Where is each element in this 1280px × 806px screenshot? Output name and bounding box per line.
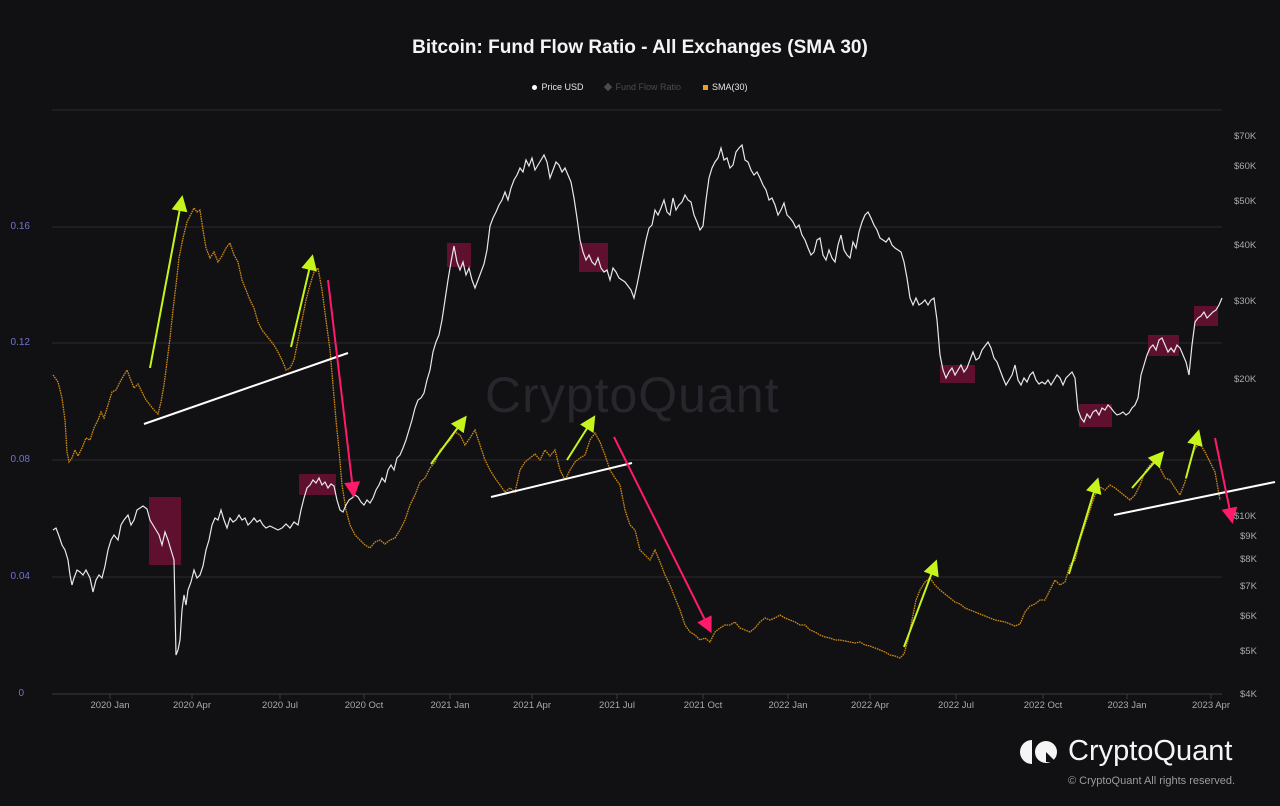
x-tick: 2021 Oct bbox=[683, 700, 723, 711]
x-tick: 2021 Jul bbox=[599, 700, 635, 711]
y-right-tick: $4K bbox=[1240, 689, 1257, 700]
x-tick: 2022 Apr bbox=[850, 700, 890, 711]
y-right-tick: $50K bbox=[1234, 196, 1257, 207]
brand-logo: CryptoQuant bbox=[1018, 735, 1232, 768]
y-right-tick: $70K bbox=[1234, 131, 1257, 142]
legend-item-fund-flow-ratio[interactable]: Fund Flow Ratio bbox=[604, 82, 682, 92]
circle-marker-icon bbox=[532, 84, 538, 90]
square-marker-icon bbox=[703, 84, 709, 90]
legend-item-sma30[interactable]: SMA(30) bbox=[703, 82, 748, 92]
copyright: © CryptoQuant All rights reserved. bbox=[1068, 775, 1236, 787]
y-right-tick: $30K bbox=[1234, 296, 1257, 307]
y-right-tick: $10K bbox=[1234, 511, 1257, 522]
x-tick: 2021 Jan bbox=[430, 700, 470, 711]
x-tick: 2022 Oct bbox=[1023, 700, 1063, 711]
x-tick: 2023 Jan bbox=[1107, 700, 1147, 711]
legend-label: SMA(30) bbox=[712, 82, 748, 92]
x-tick: 2021 Apr bbox=[512, 700, 552, 711]
y-right-tick: $60K bbox=[1234, 161, 1257, 172]
legend-label: Price USD bbox=[541, 82, 584, 92]
x-tick: 2020 Jan bbox=[90, 700, 130, 711]
legend-label: Fund Flow Ratio bbox=[615, 82, 682, 92]
brand-name: CryptoQuant bbox=[1068, 735, 1233, 767]
green-arrows bbox=[149, 195, 1203, 648]
y-right-tick: $6K bbox=[1240, 611, 1257, 622]
y-right-tick: $8K bbox=[1240, 554, 1257, 565]
price-line bbox=[52, 143, 1223, 656]
gridlines bbox=[52, 109, 1222, 695]
y-right-tick: $20K bbox=[1234, 374, 1257, 385]
y-left-tick: 0.12 bbox=[10, 337, 30, 348]
y-right-tick: $5K bbox=[1240, 646, 1257, 657]
x-tick: 2022 Jan bbox=[768, 700, 808, 711]
x-tick: 2020 Apr bbox=[172, 700, 212, 711]
x-tick-marks bbox=[109, 694, 1212, 699]
highlight-boxes bbox=[149, 243, 1218, 565]
legend-item-price[interactable]: Price USD bbox=[532, 82, 583, 92]
sma30-line bbox=[52, 206, 1221, 659]
pink-arrows bbox=[327, 279, 1238, 634]
x-tick: 2020 Oct bbox=[344, 700, 384, 711]
y-left-tick: 0.08 bbox=[10, 454, 30, 465]
x-tick: 2023 Apr bbox=[1191, 700, 1231, 711]
legend: Price USD Fund Flow Ratio SMA(30) bbox=[0, 82, 1280, 92]
y-left-tick: 0.16 bbox=[10, 221, 30, 232]
trendlines bbox=[143, 352, 1276, 516]
watermark: CryptoQuant bbox=[485, 367, 780, 423]
x-tick: 2020 Jul bbox=[262, 700, 298, 711]
y-right-tick: $9K bbox=[1240, 531, 1257, 542]
chart-title: Bitcoin: Fund Flow Ratio - All Exchanges… bbox=[412, 37, 868, 58]
y-right-tick: $7K bbox=[1240, 581, 1257, 592]
y-right-tick: $40K bbox=[1234, 240, 1257, 251]
x-tick: 2022 Jul bbox=[938, 700, 974, 711]
y-left-tick: 0 bbox=[18, 688, 24, 699]
cryptoquant-logo-icon bbox=[1020, 739, 1057, 764]
y-left-tick: 0.04 bbox=[10, 571, 30, 582]
